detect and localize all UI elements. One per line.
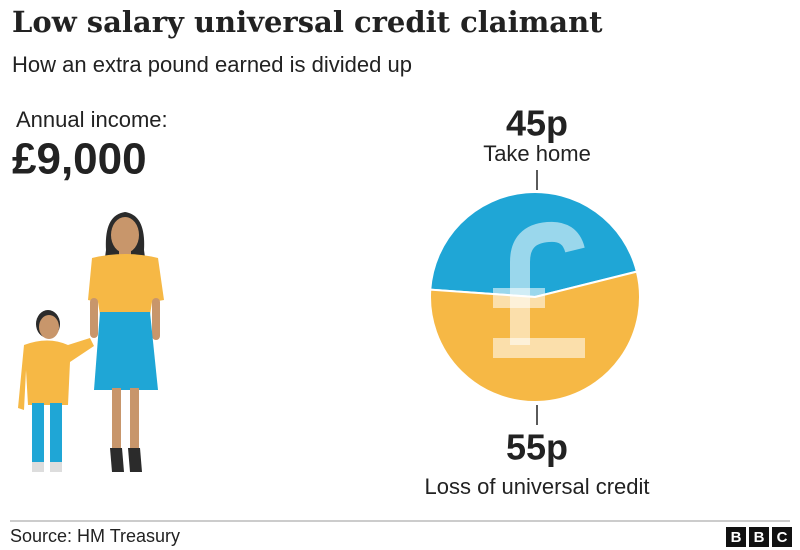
income-value: £9,000 [12,135,147,184]
people-illustration [18,212,164,472]
source: Source: HM Treasury [10,526,180,546]
income-caption: Annual income: [16,107,168,132]
logo-letter: B [731,529,742,546]
logo-block [749,527,769,547]
category-label: Loss of universal credit [425,474,650,499]
chart-subtitle: How an extra pound earned is divided up [12,52,412,77]
pie-slice [429,270,641,403]
logo-block [772,527,792,547]
logo-letter: C [777,529,788,546]
category-label: Take home [483,141,591,166]
pound-icon [493,221,585,358]
chart-title: Low salary universal credit claimant [12,5,603,39]
logo-letter: B [754,529,765,546]
value-label: 45p [506,103,568,144]
value-label: 55p [506,427,568,468]
logo-block [726,527,746,547]
